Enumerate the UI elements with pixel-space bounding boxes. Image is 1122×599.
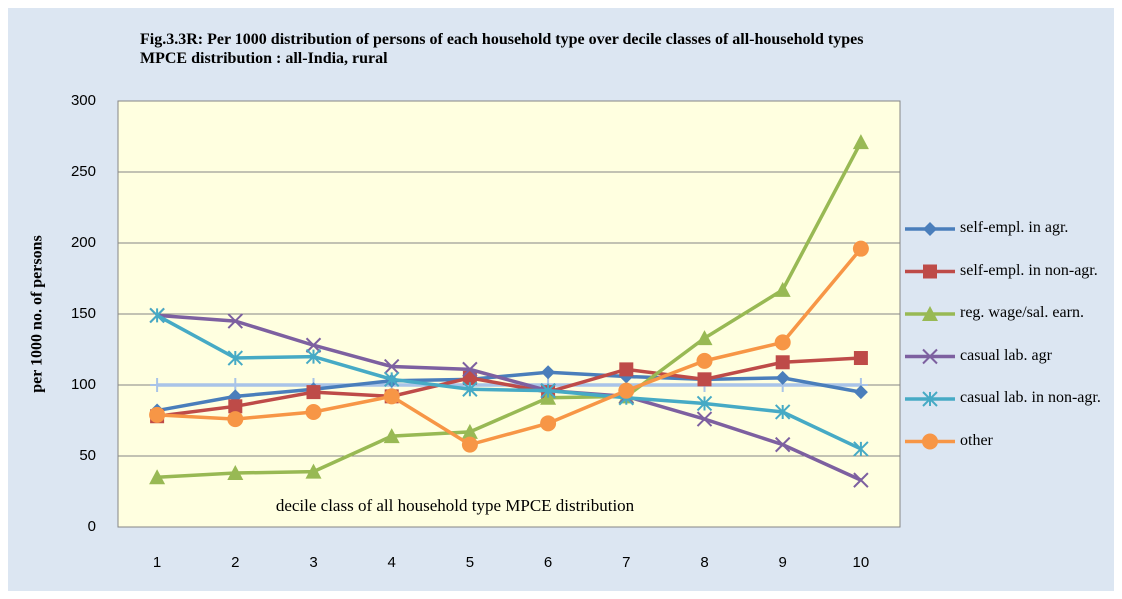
series-line (156, 356, 861, 418)
marker (922, 348, 938, 365)
marker (541, 365, 556, 380)
marker (383, 428, 400, 444)
x-tick-label: 4 (388, 554, 396, 571)
marker (922, 433, 938, 450)
y-axis-label: per 1000 no. of persons (29, 235, 46, 393)
marker (227, 313, 244, 329)
marker (774, 436, 791, 453)
marker (923, 264, 937, 279)
annotation: decile class of all household type MPCE … (276, 496, 635, 515)
marker (540, 415, 557, 432)
legend-label: self-empl. in agr. (960, 219, 1069, 236)
x-tick-label: 1 (153, 554, 161, 571)
series-line (156, 370, 862, 413)
y-tick-label: 250 (71, 163, 96, 180)
x-tick-label: 8 (700, 554, 708, 571)
marker (462, 361, 478, 378)
marker (922, 391, 938, 407)
marker (696, 352, 713, 369)
marker (922, 306, 938, 321)
marker (227, 411, 244, 428)
marker (696, 395, 713, 412)
marker (774, 281, 791, 297)
marker (462, 370, 477, 385)
marker (305, 337, 322, 353)
marker (540, 382, 556, 399)
series-line (157, 247, 863, 447)
marker (697, 372, 712, 387)
marker (149, 307, 165, 324)
marker (775, 355, 790, 370)
chart-title: Fig.3.3R: Per 1000 distribution of perso… (140, 31, 864, 67)
marker (853, 385, 868, 400)
marker (227, 465, 244, 481)
marker (774, 334, 791, 351)
legend-label: casual lab. in non-agr. (960, 389, 1101, 406)
marker (150, 378, 165, 392)
x-tick-label: 6 (544, 554, 552, 571)
marker (227, 350, 244, 366)
y-tick-label: 0 (88, 518, 96, 535)
marker (619, 362, 634, 377)
y-tick-label: 150 (71, 305, 96, 322)
marker (853, 441, 869, 457)
marker (853, 351, 868, 366)
legend-label: reg. wage/sal. earn. (960, 304, 1084, 321)
marker (852, 240, 869, 257)
marker (775, 370, 790, 385)
marker (383, 358, 400, 375)
y-tick-label: 200 (71, 234, 96, 251)
x-tick-label: 9 (779, 554, 787, 571)
marker (774, 404, 791, 420)
legend-label: other (960, 431, 993, 449)
series-line (156, 313, 862, 451)
x-tick-label: 10 (853, 554, 870, 571)
marker (305, 403, 322, 420)
marker (228, 399, 243, 414)
marker (383, 388, 400, 405)
marker (149, 406, 166, 423)
marker (462, 381, 478, 397)
marker (853, 472, 869, 488)
marker (305, 348, 322, 365)
marker (696, 411, 713, 427)
marker (461, 423, 478, 439)
marker (383, 371, 400, 388)
marker (923, 222, 937, 236)
x-tick-label: 2 (231, 554, 239, 571)
y-tick-label: 300 (71, 92, 96, 109)
x-tick-label: 3 (309, 554, 317, 571)
marker (696, 330, 713, 346)
x-tick-label: 5 (466, 554, 474, 571)
series-line (157, 141, 863, 480)
y-tick-label: 50 (79, 447, 96, 464)
marker (852, 134, 869, 150)
marker (618, 382, 635, 399)
marker (461, 436, 478, 453)
legend-label: casual lab. agr (960, 346, 1052, 364)
legend-label: self-empl. in non-agr. (960, 261, 1098, 279)
marker (305, 463, 322, 479)
series-line (156, 313, 862, 482)
marker (306, 385, 321, 400)
x-tick-label: 7 (622, 554, 630, 571)
marker (149, 469, 166, 485)
y-tick-label: 100 (71, 376, 96, 393)
